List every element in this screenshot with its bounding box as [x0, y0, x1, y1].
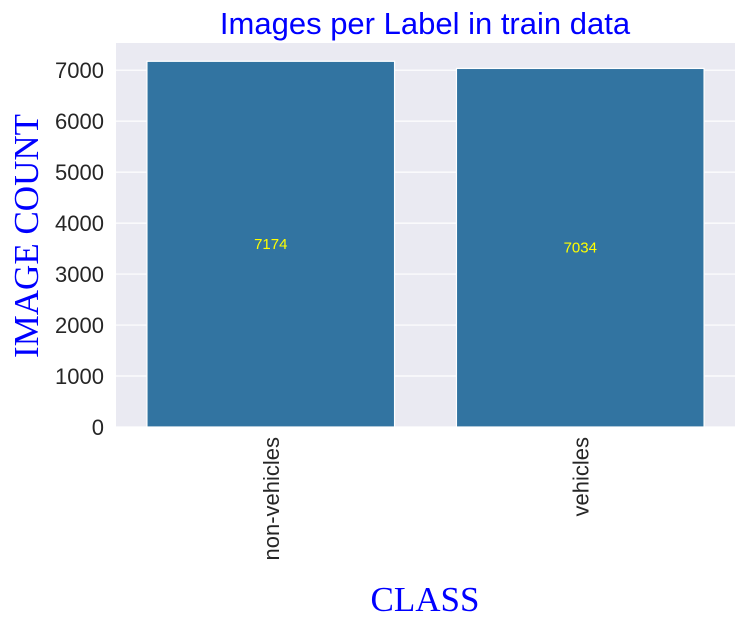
x-axis-ticks: non-vehicles vehicles — [259, 437, 594, 561]
bar-vehicles — [455, 67, 705, 428]
y-axis-label: IMAGE COUNT — [7, 114, 46, 358]
y-tick-label: 1000 — [55, 364, 104, 389]
y-tick-label: 2000 — [55, 313, 104, 338]
y-tick-label: 0 — [92, 415, 104, 440]
chart-title: Images per Label in train data — [220, 6, 631, 41]
bar-value-label: 7174 — [254, 236, 287, 253]
bar-value-label: 7034 — [564, 240, 597, 257]
y-tick-label: 7000 — [55, 58, 104, 83]
y-tick-label: 3000 — [55, 262, 104, 287]
bars — [146, 60, 705, 428]
y-tick-label: 4000 — [55, 211, 104, 236]
bar-non-vehicles — [146, 60, 396, 428]
y-tick-label: 6000 — [55, 109, 104, 134]
x-tick-label: vehicles — [568, 437, 593, 516]
y-tick-label: 5000 — [55, 160, 104, 185]
x-tick-label: non-vehicles — [259, 437, 284, 561]
x-axis-label: CLASS — [371, 580, 480, 619]
y-axis-ticks: 0 1000 2000 3000 4000 5000 6000 7000 — [55, 58, 104, 440]
bar-value-labels: 7174 7034 — [254, 236, 597, 257]
